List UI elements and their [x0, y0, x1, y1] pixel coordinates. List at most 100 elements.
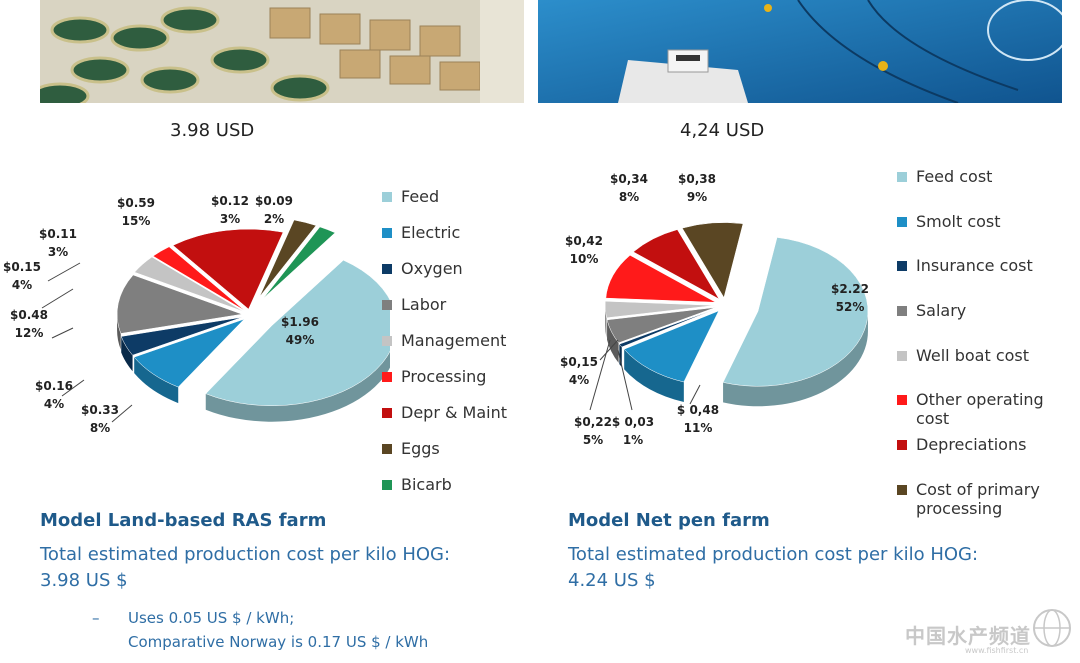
value-label-eggs: $0.12 [211, 194, 249, 208]
ras-legend-label-electric: Electric [401, 223, 461, 242]
net-pen-total-price-label: 4,24 USD [680, 120, 765, 141]
leader-line [47, 262, 81, 282]
net-pen-legend-swatch-feed-cost [897, 172, 907, 182]
ras-legend-swatch-electric [382, 228, 392, 238]
ras-cost-value: 3.98 US $ [40, 570, 128, 591]
percent-label-eggs: 3% [220, 212, 240, 226]
percent-label-electric: 8% [90, 421, 110, 435]
ras-cost-pie-chart: $1.96 49% $0.33 8% $0.16 4% $0.48 12% $0.15 4% $0.… [0, 160, 397, 460]
leader-line [61, 379, 85, 397]
ras-legend-item-oxygen: Oxygen [382, 259, 507, 295]
pie-side-feed [205, 325, 397, 422]
percent-label-labor: 12% [15, 326, 44, 340]
pie-slice-feed-cost [722, 237, 869, 387]
net-pen-legend-swatch-insurance-cost [897, 261, 907, 272]
ras-legend-label-depr-maint: Depr & Maint [401, 403, 508, 422]
net-pen-legend-swatch-well-boat-cost [897, 350, 907, 361]
value-label-processing: $0.11 [39, 227, 77, 241]
value-label-feed: $1.96 [281, 315, 319, 329]
percent-label-cost-of-primary-processing: 9% [687, 190, 707, 204]
percent-label-feed-cost: 52% [836, 300, 865, 314]
ras-legend-swatch-feed [382, 192, 392, 202]
net-pen-legend-item-salary: Salary [897, 301, 1079, 346]
value-label-cost-of-primary-processing: $0,38 [678, 172, 716, 186]
percent-label-oxygen: 4% [44, 397, 64, 411]
percent-label-other-operating-cost: 10% [570, 252, 599, 266]
net-pen-legend: Feed cost Smolt cost Insurance cost Salary W… [897, 167, 1079, 525]
ras-legend-item-eggs: Eggs [382, 439, 507, 475]
pie-slice-insurance-cost [618, 308, 717, 348]
ras-cost-description: Total estimated production cost per kilo… [40, 542, 510, 594]
ras-legend-label-processing: Processing [401, 367, 487, 386]
pie-side-salary [607, 319, 619, 363]
net-pen-legend-swatch-cost-of-primary-processing [897, 484, 907, 495]
net-pen-legend-label-smolt-cost: Smolt cost [916, 211, 1001, 231]
ras-legend-label-oxygen: Oxygen [401, 259, 463, 278]
ras-legend-swatch-management [382, 336, 392, 346]
pie-slice-salary [606, 307, 716, 344]
net-pen-legend-item-smolt-cost: Smolt cost [897, 212, 1079, 257]
value-label-insurance-cost: $ 0,03 [612, 415, 654, 429]
net-pen-legend-label-well-boat-cost: Well boat cost [916, 345, 1030, 365]
pie-slice-other-operating-cost [605, 254, 716, 303]
leader-line [689, 384, 701, 405]
pie-side-well-boat-cost [605, 305, 607, 338]
pie-side-labor [117, 314, 121, 350]
percent-label-depr-maint: 15% [122, 214, 151, 228]
ras-legend-item-labor: Labor [382, 295, 507, 331]
net-pen-legend-label-cost-of-primary-processing: Cost of primary processing [916, 479, 1040, 518]
ras-legend-swatch-bicarb [382, 480, 392, 490]
pie-side-feed-cost [723, 311, 868, 407]
net-pen-legend-swatch-other-operating-cost [897, 395, 907, 406]
net-pen-cost-value: 4.24 US $ [568, 570, 656, 591]
pie-slice-labor [116, 274, 243, 334]
net-pen-legend-item-insurance-cost: Insurance cost [897, 256, 1079, 301]
watermark-url: www.fishfirst.cn [965, 646, 1029, 655]
ras-legend-swatch-depr-maint [382, 408, 392, 418]
percent-label-processing: 3% [48, 245, 68, 259]
ras-legend: Feed Electric Oxygen Labor Management Process… [382, 187, 507, 511]
ras-model-title: Model Land-based RAS farm [40, 510, 327, 531]
note-line-2: Comparative Norway is 0.17 US $ / kWh [128, 633, 429, 651]
net-pen-legend-item-feed-cost: Feed cost [897, 167, 1079, 212]
leader-line [599, 339, 619, 361]
percent-label-salary: 5% [583, 433, 603, 447]
ras-legend-swatch-labor [382, 300, 392, 310]
value-label-management: $0.15 [3, 260, 41, 274]
value-label-depr-maint: $0.59 [117, 196, 155, 210]
pie-slice-depr-maint [172, 228, 284, 310]
net-pen-legend-item-other-operating-cost: Other operating cost [897, 390, 1079, 435]
value-label-bicarb: $0.09 [255, 194, 293, 208]
ras-legend-swatch-processing [382, 372, 392, 382]
pie-slice-well-boat-cost [604, 300, 716, 319]
net-pen-legend-item-depreciations: Depreciations [897, 435, 1079, 480]
ras-legend-label-bicarb: Bicarb [401, 475, 452, 494]
net-pen-cost-pie-chart: $2.22 52% $ 0,48 11% $ 0,03 1% $0,22 5% $0,15 4% $… [540, 160, 900, 460]
value-label-feed-cost: $2.22 [831, 282, 869, 296]
ras-legend-label-eggs: Eggs [401, 439, 440, 458]
pie-slice-management [134, 256, 244, 312]
ras-legend-item-feed: Feed [382, 187, 507, 223]
pie-slice-feed [205, 259, 397, 406]
value-label-well-boat-cost: $0,15 [560, 355, 598, 369]
percent-label-depreciations: 8% [619, 190, 639, 204]
percent-label-well-boat-cost: 4% [569, 373, 589, 387]
pie-slice-cost-of-primary-processing [681, 222, 744, 299]
ras-legend-label-feed: Feed [401, 187, 440, 206]
pie-slice-processing [152, 246, 245, 311]
value-label-smolt-cost: $ 0,48 [677, 403, 719, 417]
leader-line [111, 404, 133, 423]
watermark-text: 中国水产频道 [905, 624, 1031, 648]
pie-slice-bicarb [263, 226, 336, 299]
net-pen-legend-swatch-depreciations [897, 440, 907, 451]
pie-side-smolt-cost [624, 349, 684, 402]
leader-line [41, 288, 74, 309]
net-pen-model-title: Model Net pen farm [568, 510, 770, 531]
value-label-depreciations: $0,34 [610, 172, 648, 186]
pie-side-oxygen [121, 336, 133, 372]
percent-label-management: 4% [12, 278, 32, 292]
ras-legend-swatch-eggs [382, 444, 392, 454]
ras-legend-item-depr-maint: Depr & Maint [382, 403, 507, 439]
value-label-salary: $0,22 [574, 415, 612, 429]
net-pen-legend-item-well-boat-cost: Well boat cost [897, 346, 1079, 391]
